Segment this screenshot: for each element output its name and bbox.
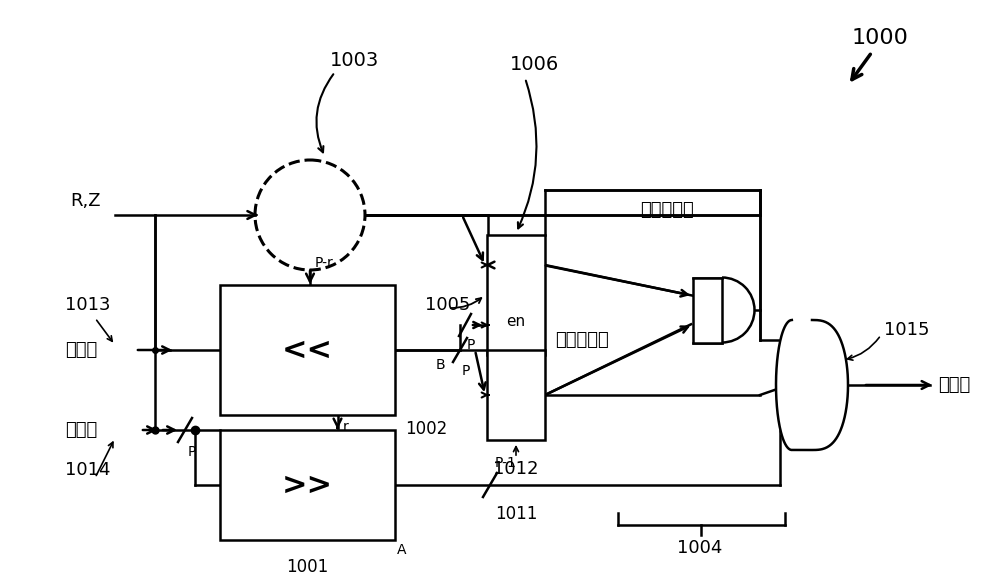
Bar bbox=[693, 278, 722, 342]
Text: P: P bbox=[467, 338, 475, 352]
Text: P: P bbox=[188, 445, 196, 459]
Bar bbox=[487, 235, 545, 355]
Text: 1006: 1006 bbox=[510, 56, 559, 74]
Text: 1003: 1003 bbox=[330, 50, 379, 70]
Text: 1013: 1013 bbox=[65, 296, 110, 314]
Text: B: B bbox=[435, 358, 445, 372]
Text: 块索引: 块索引 bbox=[65, 341, 97, 359]
Text: 块输出: 块输出 bbox=[938, 376, 970, 394]
Text: 块输入: 块输入 bbox=[65, 421, 97, 439]
Text: R,Z: R,Z bbox=[70, 192, 100, 210]
Text: 1002: 1002 bbox=[405, 420, 447, 438]
Text: en: en bbox=[506, 314, 526, 329]
Text: 第一寄存器: 第一寄存器 bbox=[555, 331, 609, 349]
Bar bbox=[487, 350, 545, 440]
Polygon shape bbox=[776, 320, 848, 450]
Text: 1005: 1005 bbox=[425, 296, 470, 314]
Bar bbox=[220, 285, 395, 415]
Text: 1011: 1011 bbox=[495, 505, 537, 523]
Text: 1014: 1014 bbox=[65, 461, 110, 479]
Text: 1000: 1000 bbox=[852, 28, 908, 48]
Text: >>: >> bbox=[282, 471, 333, 499]
Text: r: r bbox=[342, 420, 348, 434]
Text: A: A bbox=[397, 543, 406, 557]
Text: <<: << bbox=[282, 336, 333, 364]
Text: 1015: 1015 bbox=[884, 321, 930, 339]
Text: P-1: P-1 bbox=[495, 456, 517, 470]
Bar bbox=[220, 430, 395, 540]
Text: 第二寄存器: 第二寄存器 bbox=[640, 201, 694, 219]
Text: 1004: 1004 bbox=[677, 539, 723, 557]
Text: 1012: 1012 bbox=[493, 460, 539, 478]
Text: P-r: P-r bbox=[315, 256, 334, 270]
Text: P: P bbox=[462, 364, 470, 378]
Text: 1001: 1001 bbox=[286, 558, 329, 576]
